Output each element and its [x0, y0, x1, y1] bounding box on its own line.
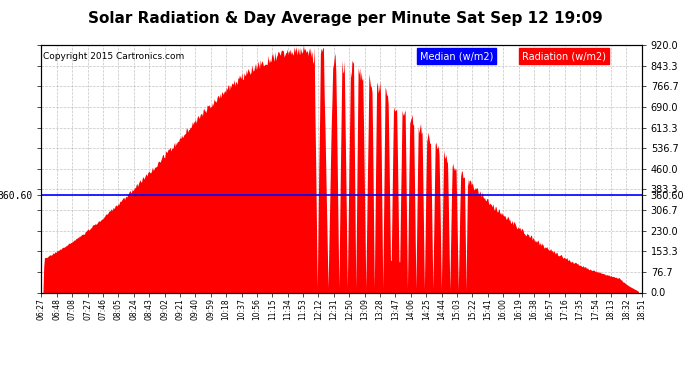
Text: Copyright 2015 Cartronics.com: Copyright 2015 Cartronics.com: [43, 53, 184, 62]
Text: Median (w/m2): Median (w/m2): [420, 51, 493, 61]
Text: Solar Radiation & Day Average per Minute Sat Sep 12 19:09: Solar Radiation & Day Average per Minute…: [88, 11, 602, 26]
Text: Radiation (w/m2): Radiation (w/m2): [522, 51, 606, 61]
